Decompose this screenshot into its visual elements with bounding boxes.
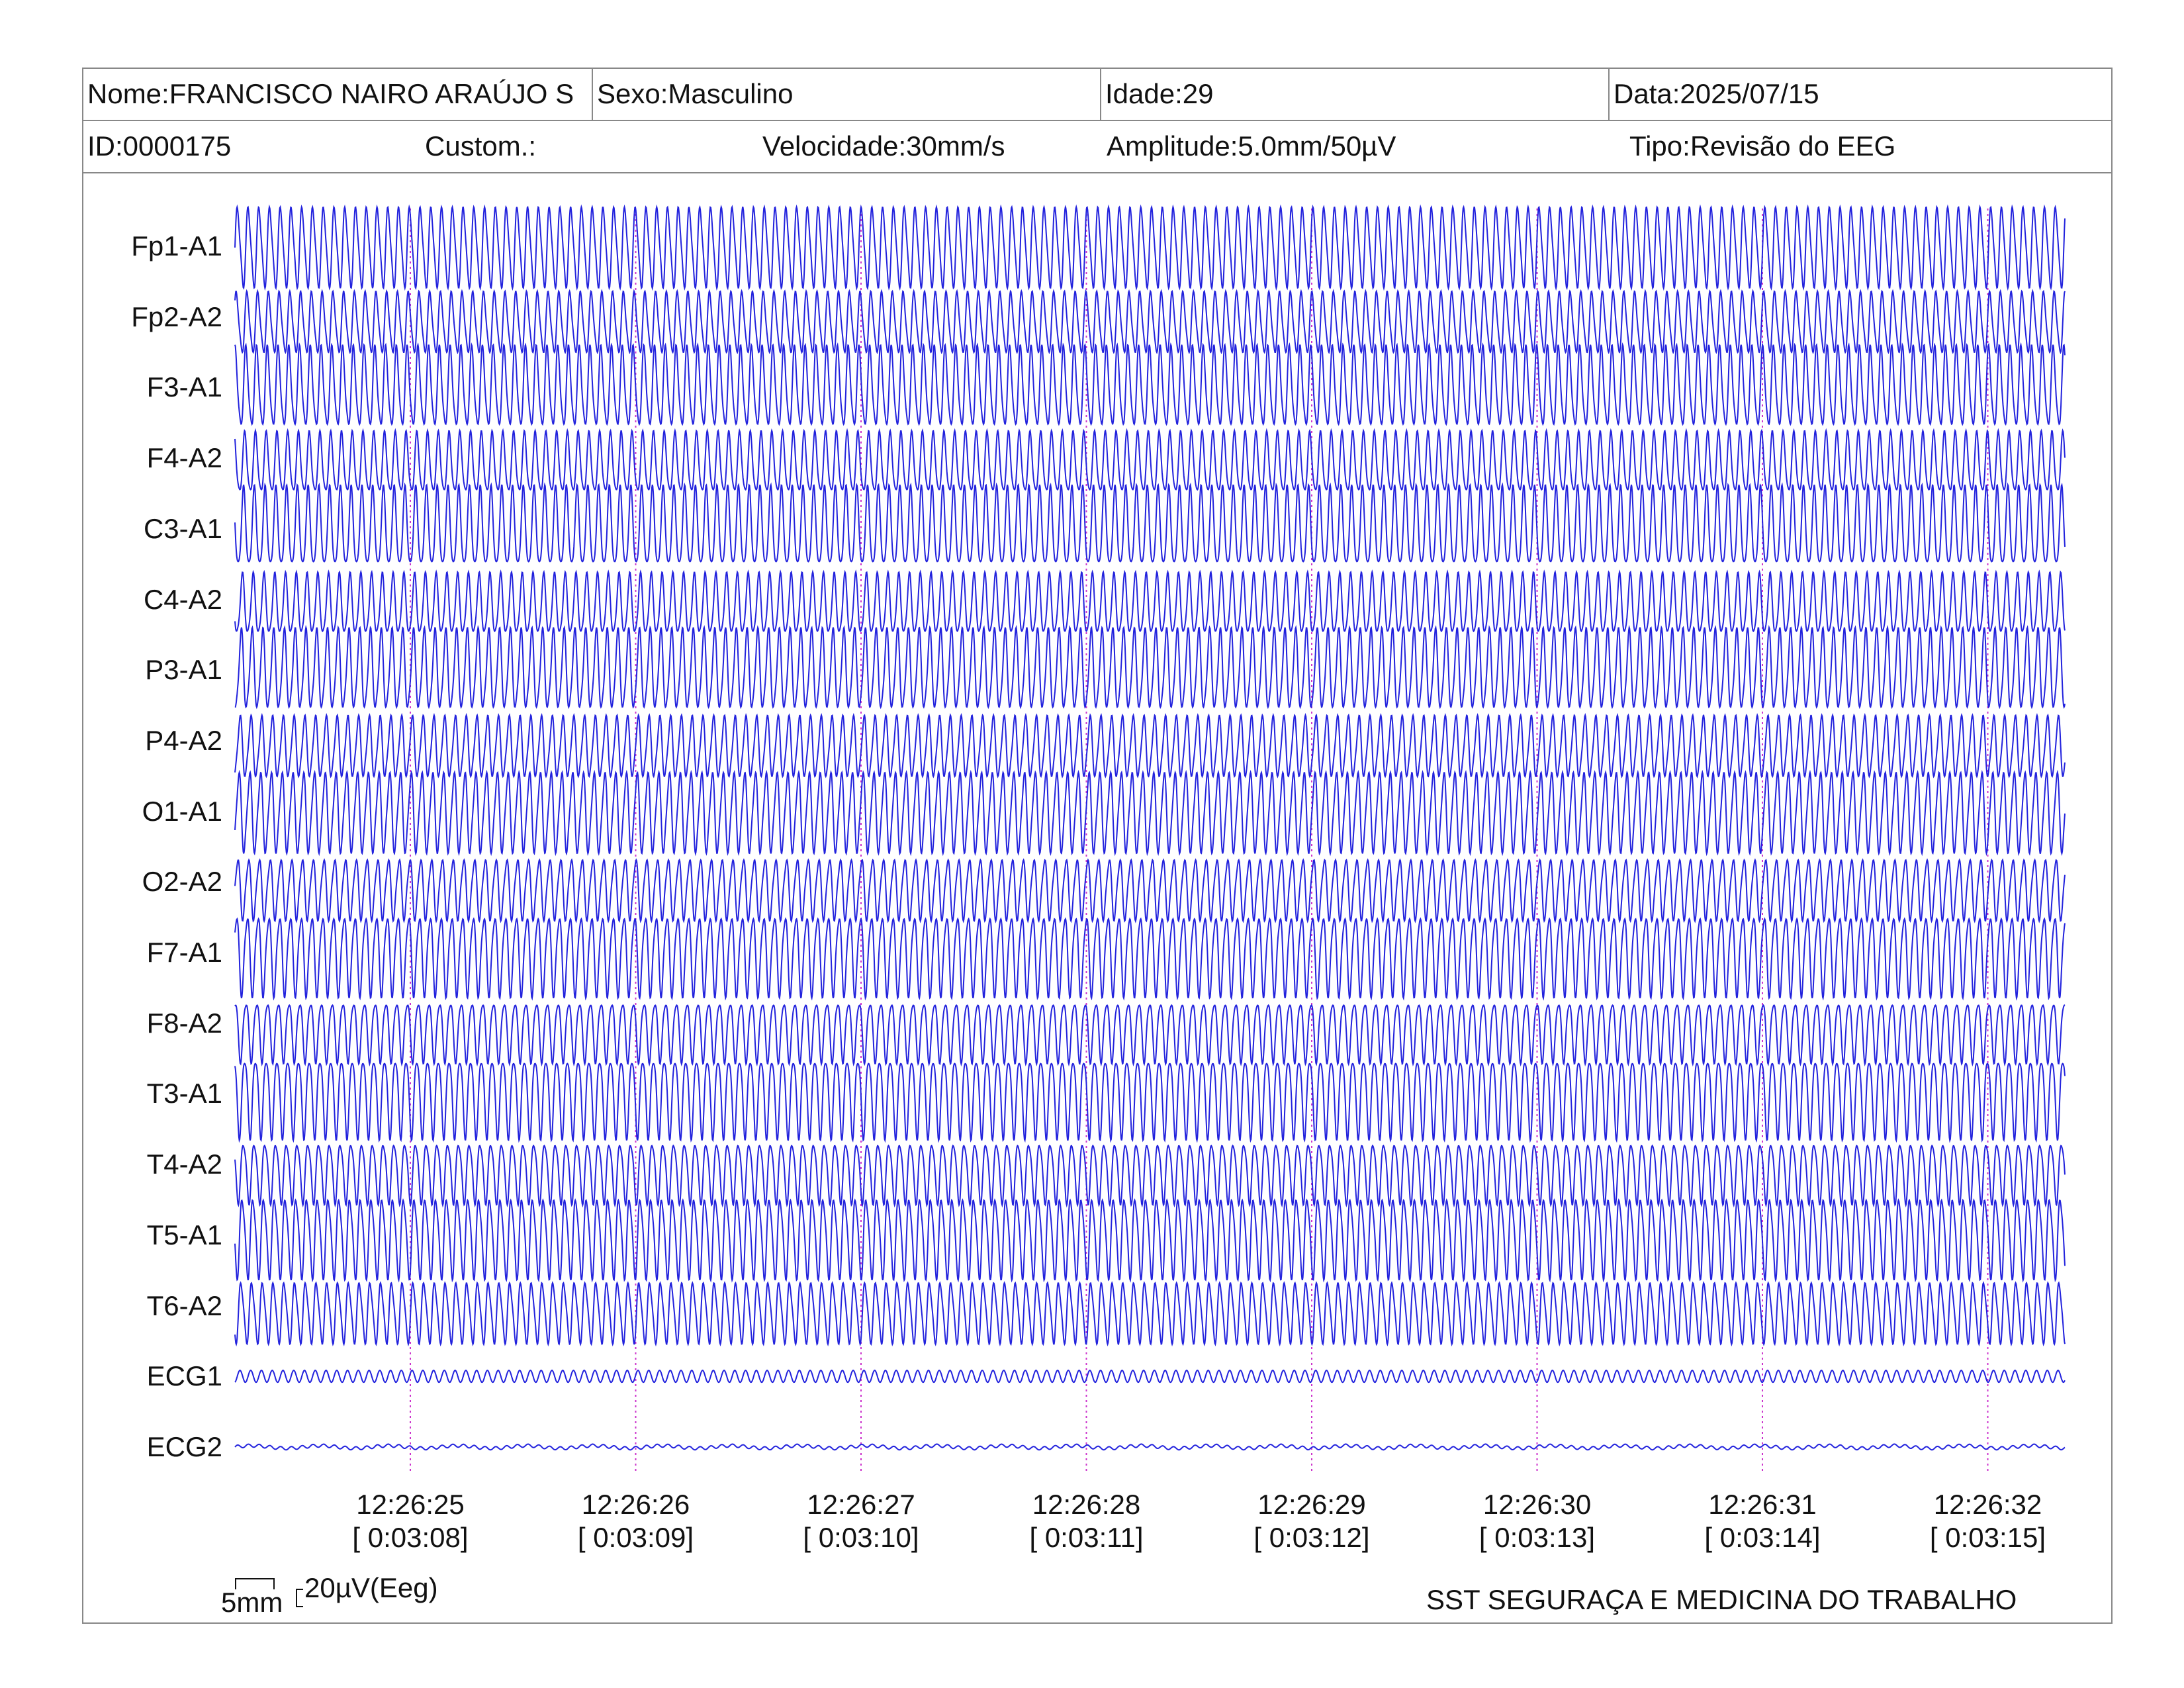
time-tick-elapsed: [ 0:03:10] xyxy=(803,1522,919,1553)
channel-label: C3-A1 xyxy=(143,512,222,544)
patient-name: Nome:FRANCISCO NAIRO ARAÚJO S xyxy=(87,78,574,109)
time-tick-clock: 12:26:30 xyxy=(1482,1489,1592,1520)
channel-trace-c3-a1 xyxy=(234,482,2066,563)
time-tick-elapsed: [ 0:03:12] xyxy=(1253,1522,1370,1553)
record-type: Tipo:Revisão do EEG xyxy=(1629,130,1896,162)
record-date: Data:2025/07/15 xyxy=(1608,69,2113,120)
channel-trace-o1-a1 xyxy=(234,769,2066,857)
time-tick-clock: 12:26:28 xyxy=(1032,1489,1141,1520)
time-scale-label: 5mm xyxy=(221,1587,283,1618)
patient-sex: Sexo:Masculino xyxy=(592,69,1100,120)
header-row-2: ID:0000175 Custom.: Velocidade:30mm/s Am… xyxy=(83,121,2111,173)
channel-trace-p3-a1 xyxy=(234,624,2066,710)
time-tick-clock: 12:26:31 xyxy=(1708,1489,1817,1520)
time-tick-elapsed: [ 0:03:09] xyxy=(577,1522,694,1553)
channel-trace-f7-a1 xyxy=(234,917,2066,1001)
channel-trace-f3-a1 xyxy=(234,342,2066,426)
channel-label: F7-A1 xyxy=(146,937,222,968)
channel-trace-t6-a2 xyxy=(234,1281,2066,1347)
channel-label: F8-A2 xyxy=(146,1007,222,1039)
eeg-report-sheet: Nome:FRANCISCO NAIRO ARAÚJO S Sexo:Mascu… xyxy=(82,68,2113,1624)
channel-trace-ecg1 xyxy=(234,1370,2066,1383)
channel-trace-o2-a2 xyxy=(234,858,2066,923)
channel-label: T3-A1 xyxy=(146,1078,222,1109)
channel-label: O1-A1 xyxy=(142,795,222,827)
channel-trace-t4-a2 xyxy=(234,1144,2066,1208)
time-tick-elapsed: [ 0:03:14] xyxy=(1704,1522,1821,1553)
custom-field: Custom.: xyxy=(425,130,537,162)
time-tick-elapsed: [ 0:03:08] xyxy=(352,1522,469,1553)
record-id: ID:0000175 xyxy=(87,130,232,162)
channel-label: T6-A2 xyxy=(146,1289,222,1321)
time-tick-clock: 12:26:29 xyxy=(1257,1489,1366,1520)
time-tick-clock: 12:26:25 xyxy=(356,1489,465,1520)
channel-trace-fp2-a2 xyxy=(234,289,2066,355)
channel-trace-p4-a2 xyxy=(234,713,2066,778)
amplitude-setting: Amplitude:5.0mm/50µV xyxy=(1107,130,1396,162)
time-tick-elapsed: [ 0:03:11] xyxy=(1029,1522,1144,1553)
speed-setting: Velocidade:30mm/s xyxy=(762,130,1005,162)
channel-trace-ecg2 xyxy=(234,1443,2066,1451)
channel-label: Fp2-A2 xyxy=(131,301,222,332)
channel-trace-f4-a2 xyxy=(234,428,2066,491)
scale-bracket-icon xyxy=(235,1578,303,1607)
channel-label: C4-A2 xyxy=(143,583,222,615)
time-tick-elapsed: [ 0:03:13] xyxy=(1479,1522,1596,1553)
time-tick-clock: 12:26:32 xyxy=(1933,1489,2042,1520)
channel-trace-fp1-a1 xyxy=(234,204,2066,291)
channel-label: Fp1-A1 xyxy=(131,230,222,261)
patient-age: Idade:29 xyxy=(1100,69,1608,120)
channel-trace-t5-a1 xyxy=(234,1198,2066,1283)
channel-label: ECG1 xyxy=(146,1360,222,1392)
channel-label: O2-A2 xyxy=(142,866,222,898)
channel-label: P4-A2 xyxy=(145,724,222,756)
channel-label: P3-A1 xyxy=(145,654,222,686)
channel-label: F3-A1 xyxy=(146,371,222,403)
footer-company: SST SEGURAÇA E MEDICINA DO TRABALHO xyxy=(1426,1584,2017,1615)
header-row-1: Nome:FRANCISCO NAIRO ARAÚJO S Sexo:Mascu… xyxy=(83,69,2111,121)
time-tick-elapsed: [ 0:03:15] xyxy=(1929,1522,2046,1553)
channel-trace-c4-a2 xyxy=(234,569,2066,633)
channel-trace-f8-a2 xyxy=(234,1004,2066,1067)
time-tick-clock: 12:26:26 xyxy=(581,1489,690,1520)
channel-label: F4-A2 xyxy=(146,442,222,474)
channel-label: T4-A2 xyxy=(146,1149,222,1180)
time-tick-clock: 12:26:27 xyxy=(807,1489,915,1520)
channel-trace-t3-a1 xyxy=(234,1062,2066,1143)
channel-label: T5-A1 xyxy=(146,1219,222,1250)
amplitude-scale-label: 20µV(Eeg) xyxy=(304,1572,438,1603)
channel-label: ECG2 xyxy=(146,1430,222,1462)
